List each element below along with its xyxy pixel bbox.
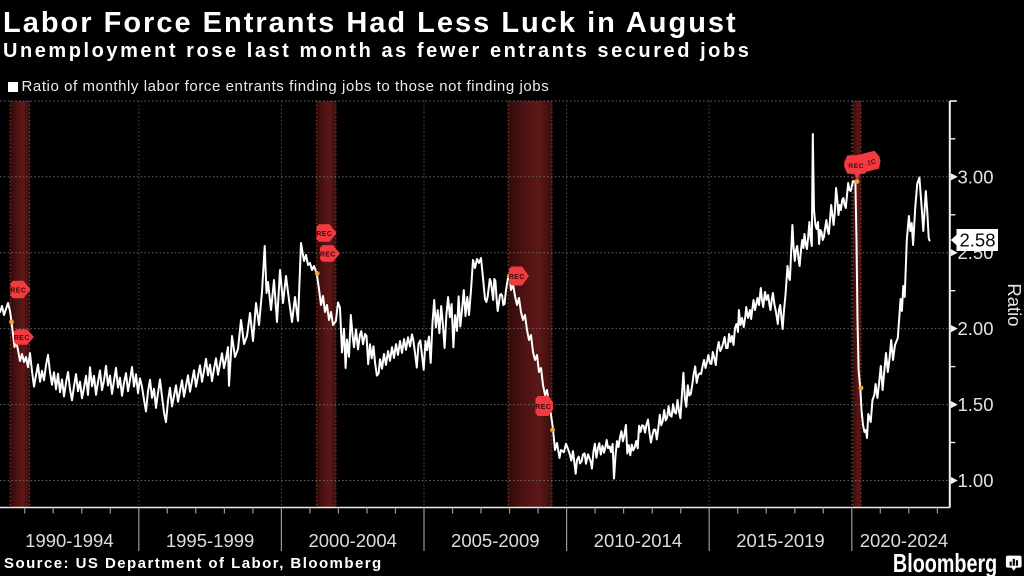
svg-text:REC: REC <box>316 231 332 238</box>
svg-text:1990-1994: 1990-1994 <box>25 530 113 551</box>
svg-text:3.00: 3.00 <box>958 166 994 187</box>
svg-text:REC: REC <box>848 163 864 170</box>
svg-text:1.00: 1.00 <box>958 470 994 491</box>
svg-text:2020-2024: 2020-2024 <box>860 530 948 551</box>
svg-text:1.50: 1.50 <box>958 394 994 415</box>
svg-text:2.58: 2.58 <box>960 230 996 251</box>
svg-text:REC: REC <box>860 158 877 169</box>
svg-text:REC: REC <box>535 404 551 411</box>
svg-text:Ratio: Ratio <box>1004 283 1024 326</box>
svg-text:2.00: 2.00 <box>958 318 994 339</box>
svg-text:2000-2004: 2000-2004 <box>308 530 396 551</box>
svg-text:2015-2019: 2015-2019 <box>736 530 824 551</box>
svg-text:1995-1999: 1995-1999 <box>166 530 254 551</box>
svg-text:2010-2014: 2010-2014 <box>594 530 682 551</box>
svg-text:REC: REC <box>14 335 30 342</box>
svg-text:REC: REC <box>509 274 525 281</box>
svg-text:REC: REC <box>320 252 336 259</box>
svg-text:REC: REC <box>10 288 26 295</box>
svg-text:2005-2009: 2005-2009 <box>451 530 539 551</box>
